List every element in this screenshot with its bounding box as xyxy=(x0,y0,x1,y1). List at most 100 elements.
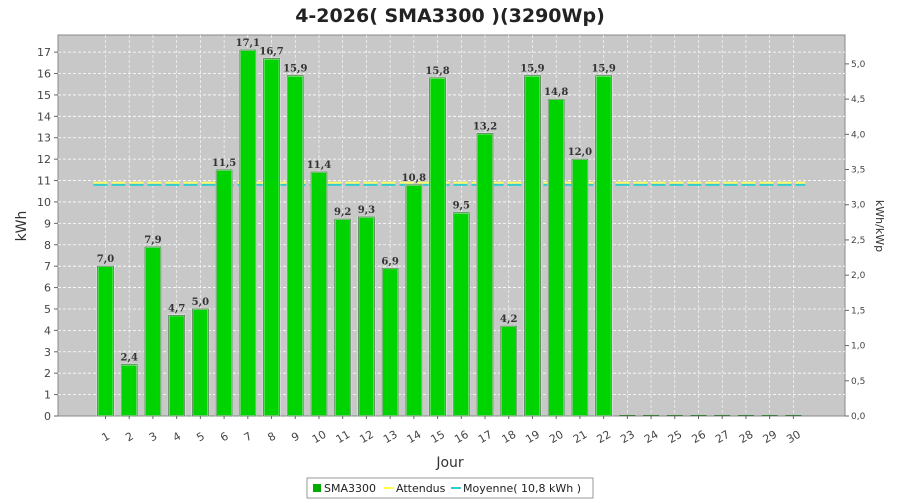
bar xyxy=(191,308,210,417)
data-label: 15,9 xyxy=(591,64,615,75)
x-tick-label: 4 xyxy=(171,430,184,445)
bar xyxy=(452,211,471,417)
bar xyxy=(571,158,589,417)
y-tick-label: 10 xyxy=(37,196,51,209)
x-tick-label: 14 xyxy=(405,428,424,446)
x-tick-label: 6 xyxy=(218,430,231,445)
x-tick-label: 7 xyxy=(242,430,255,445)
legend-swatch-sma3300 xyxy=(313,484,321,492)
y-tick-label: 4 xyxy=(44,324,51,337)
data-label: 5,0 xyxy=(192,297,209,308)
y-right-tick-label: 4,0 xyxy=(851,130,866,140)
y-tick-label: 13 xyxy=(37,132,51,145)
y-right-tick-label: 2,5 xyxy=(851,236,865,246)
x-tick-label: 20 xyxy=(547,428,566,446)
y-tick-label: 12 xyxy=(37,153,51,166)
x-tick-label: 21 xyxy=(571,428,590,446)
y-right-tick-label: 0,0 xyxy=(851,412,866,422)
data-label: 11,4 xyxy=(307,160,331,171)
x-tick-label: 24 xyxy=(642,428,661,446)
data-label: 10,8 xyxy=(402,173,426,184)
y-right-tick-label: 3,0 xyxy=(851,201,866,211)
data-label: 16,7 xyxy=(259,47,283,58)
y-tick-label: 2 xyxy=(44,367,51,380)
bar xyxy=(594,74,613,417)
bar xyxy=(262,57,281,417)
bar xyxy=(476,132,494,417)
y-tick-label: 0 xyxy=(44,410,51,423)
x-tick-label: 5 xyxy=(194,430,207,445)
data-label: 9,5 xyxy=(453,201,470,212)
y-tick-label: 3 xyxy=(44,346,51,359)
bar xyxy=(381,267,399,417)
data-label: 15,8 xyxy=(425,66,449,77)
x-tick-label: 2 xyxy=(123,430,136,445)
data-label: 11,5 xyxy=(212,158,236,169)
x-tick-label: 9 xyxy=(289,430,302,445)
y-tick-label: 11 xyxy=(37,175,51,188)
legend-box xyxy=(306,477,594,499)
y-tick-label: 1 xyxy=(44,389,51,402)
x-tick-label: 18 xyxy=(500,428,519,446)
y-tick-label: 5 xyxy=(44,303,51,316)
x-tick-label: 23 xyxy=(618,428,637,446)
y-right-tick-label: 2,0 xyxy=(851,271,866,281)
y-right-tick-label: 5,0 xyxy=(851,60,866,70)
bar xyxy=(144,246,162,417)
x-tick-label: 29 xyxy=(761,428,780,446)
x-tick-label: 26 xyxy=(689,428,708,446)
plot-area xyxy=(57,34,846,417)
x-tick-label: 11 xyxy=(334,428,353,446)
x-tick-label: 19 xyxy=(523,428,542,446)
x-tick-label: 10 xyxy=(310,428,329,446)
bar xyxy=(547,98,565,417)
data-label: 4,7 xyxy=(168,303,185,314)
x-tick-label: 27 xyxy=(713,428,732,446)
y-tick-label: 16 xyxy=(37,68,51,81)
x-axis-label: Jour xyxy=(435,455,464,471)
bar xyxy=(215,169,233,417)
y-tick-label: 6 xyxy=(44,282,51,295)
x-tick-label: 17 xyxy=(476,428,495,446)
data-label: 9,3 xyxy=(358,205,375,216)
bar xyxy=(310,171,328,417)
x-tick-label: 13 xyxy=(381,428,400,446)
bar xyxy=(239,49,257,417)
data-label: 4,2 xyxy=(500,314,517,325)
x-tick-label: 3 xyxy=(147,430,160,445)
bar xyxy=(120,363,138,417)
data-label: 13,2 xyxy=(473,121,497,132)
legend-label-sma3300: SMA3300 xyxy=(324,482,376,495)
bar xyxy=(357,216,376,417)
bar xyxy=(428,77,447,417)
data-label: 7,9 xyxy=(144,235,161,246)
y-axis-label: kWh xyxy=(14,211,30,242)
y-right-tick-label: 1,5 xyxy=(851,306,865,316)
x-tick-label: 1 xyxy=(99,430,112,445)
legend-label-moyenne: Moyenne( 10,8 kWh ) xyxy=(463,482,581,495)
y-tick-label: 17 xyxy=(37,46,51,59)
y-axis-right-label: kWh/kWp xyxy=(873,200,886,252)
x-tick-label: 15 xyxy=(429,428,448,446)
y-tick-label: 9 xyxy=(44,217,51,230)
bar xyxy=(523,74,542,417)
data-label: 6,9 xyxy=(381,256,398,267)
y-right-tick-label: 4,5 xyxy=(851,95,865,105)
x-tick-label: 8 xyxy=(266,430,279,445)
x-tick-label: 25 xyxy=(666,428,685,446)
x-tick-label: 12 xyxy=(357,428,376,446)
data-label: 9,2 xyxy=(334,207,351,218)
data-label: 14,8 xyxy=(544,87,568,98)
data-label: 12,0 xyxy=(568,147,592,158)
y-tick-label: 15 xyxy=(37,89,51,102)
legend-label-attendus: Attendus xyxy=(396,482,446,495)
x-tick-label: 30 xyxy=(784,428,803,446)
y-right-tick-label: 0,5 xyxy=(851,377,865,387)
bar xyxy=(96,265,115,417)
data-label: 17,1 xyxy=(236,38,260,49)
bar xyxy=(405,184,423,417)
x-tick-label: 16 xyxy=(452,428,471,446)
y-tick-label: 14 xyxy=(37,110,51,123)
bar xyxy=(499,325,518,417)
